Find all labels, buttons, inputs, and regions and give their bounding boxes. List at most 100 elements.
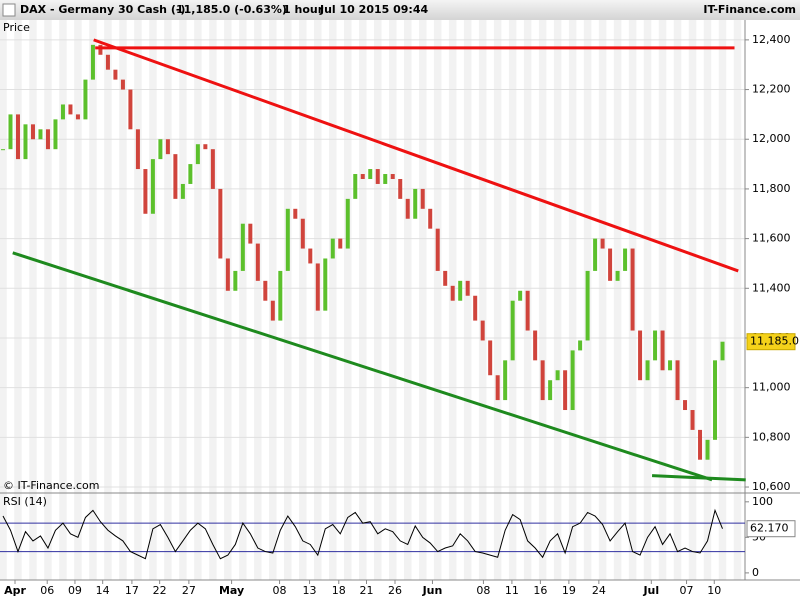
candle [210, 149, 215, 189]
candle [203, 144, 208, 150]
panel-title: Price [3, 21, 30, 34]
candle [158, 139, 163, 160]
candle [660, 330, 665, 371]
day-stripe [688, 20, 697, 580]
candle [30, 124, 35, 140]
candle [720, 341, 725, 361]
candle [465, 280, 470, 296]
x-tick-label: 21 [360, 584, 374, 597]
day-stripe [269, 20, 277, 580]
day-stripe [44, 20, 52, 580]
day-stripe [224, 20, 232, 580]
candle [390, 174, 395, 179]
day-stripe [598, 20, 607, 580]
day-stripe [14, 20, 22, 580]
candle [218, 188, 223, 259]
y-tick-label: 12,400 [752, 33, 791, 46]
candle [338, 238, 343, 249]
y-tick-label: 10,800 [752, 430, 791, 443]
last-value-box [746, 520, 796, 538]
candle [53, 119, 58, 150]
day-stripe [74, 20, 82, 580]
axis-panel [745, 20, 800, 600]
day-stripe [29, 20, 37, 580]
candle [570, 350, 575, 411]
candle [240, 223, 245, 271]
candle [68, 104, 73, 115]
candle [615, 270, 620, 281]
x-tick-label: 19 [562, 584, 576, 597]
day-stripe [613, 20, 622, 580]
trend-line [93, 38, 739, 273]
day-stripe [164, 20, 172, 580]
candle [300, 218, 305, 249]
candle [578, 340, 583, 351]
candle [225, 258, 230, 291]
day-stripe [433, 20, 442, 580]
y-tick-label: 11,000 [752, 381, 791, 394]
day-stripe [388, 20, 397, 580]
candle [308, 248, 313, 264]
last-value-label: 11,185.0 [750, 335, 799, 348]
candle [173, 154, 178, 199]
candle [270, 300, 275, 321]
day-stripe [703, 20, 712, 580]
candle [540, 360, 545, 401]
x-tick-label: 10 [707, 584, 721, 597]
candle [630, 248, 635, 331]
x-tick-label: 18 [332, 584, 346, 597]
y-tick-label: 10,600 [752, 480, 791, 493]
candle [675, 360, 680, 401]
candle [120, 79, 125, 90]
candle [645, 360, 650, 381]
x-tick-label: 27 [182, 584, 196, 597]
x-tick-label: 08 [476, 584, 490, 597]
y-tick-label: 12,200 [752, 83, 791, 96]
day-stripe [463, 20, 472, 580]
day-stripe [179, 20, 187, 580]
candle [503, 360, 508, 401]
y-tick-label: 0 [752, 566, 759, 579]
day-stripe [284, 20, 292, 580]
candle [8, 114, 13, 150]
candle [98, 44, 103, 55]
candle [653, 330, 658, 361]
candle [255, 243, 260, 281]
day-stripe [478, 20, 487, 580]
candle [533, 330, 538, 361]
y-tick-label: 11,400 [752, 281, 791, 294]
trend-line [651, 474, 746, 482]
candle [525, 290, 530, 331]
candle [165, 139, 170, 155]
candle [15, 114, 20, 160]
day-stripe [254, 20, 262, 580]
header-interval: 1 hour [283, 3, 324, 16]
day-stripe [373, 20, 382, 580]
candle [398, 178, 403, 199]
header-brand: IT-Finance.com [703, 3, 796, 16]
trend-line [12, 251, 713, 482]
header-timestamp: Jul 10 2015 09:44 [319, 3, 428, 16]
day-stripe [493, 20, 502, 580]
candle [488, 340, 493, 376]
x-tick-label: Apr [4, 584, 26, 597]
candle [285, 208, 290, 271]
candle [143, 169, 148, 214]
candle [23, 124, 28, 160]
candle [368, 169, 373, 179]
day-stripe [329, 20, 337, 580]
day-stripe [104, 20, 112, 580]
candle [555, 370, 560, 381]
candle [608, 248, 613, 281]
day-stripe [89, 20, 97, 580]
candle [518, 290, 523, 301]
candle [293, 208, 298, 219]
day-stripe [568, 20, 577, 580]
day-stripe [733, 20, 742, 580]
candle [623, 248, 628, 271]
candle [345, 198, 350, 249]
candle [75, 114, 80, 120]
candle [45, 129, 50, 150]
candle [480, 320, 485, 341]
candle [473, 295, 478, 321]
